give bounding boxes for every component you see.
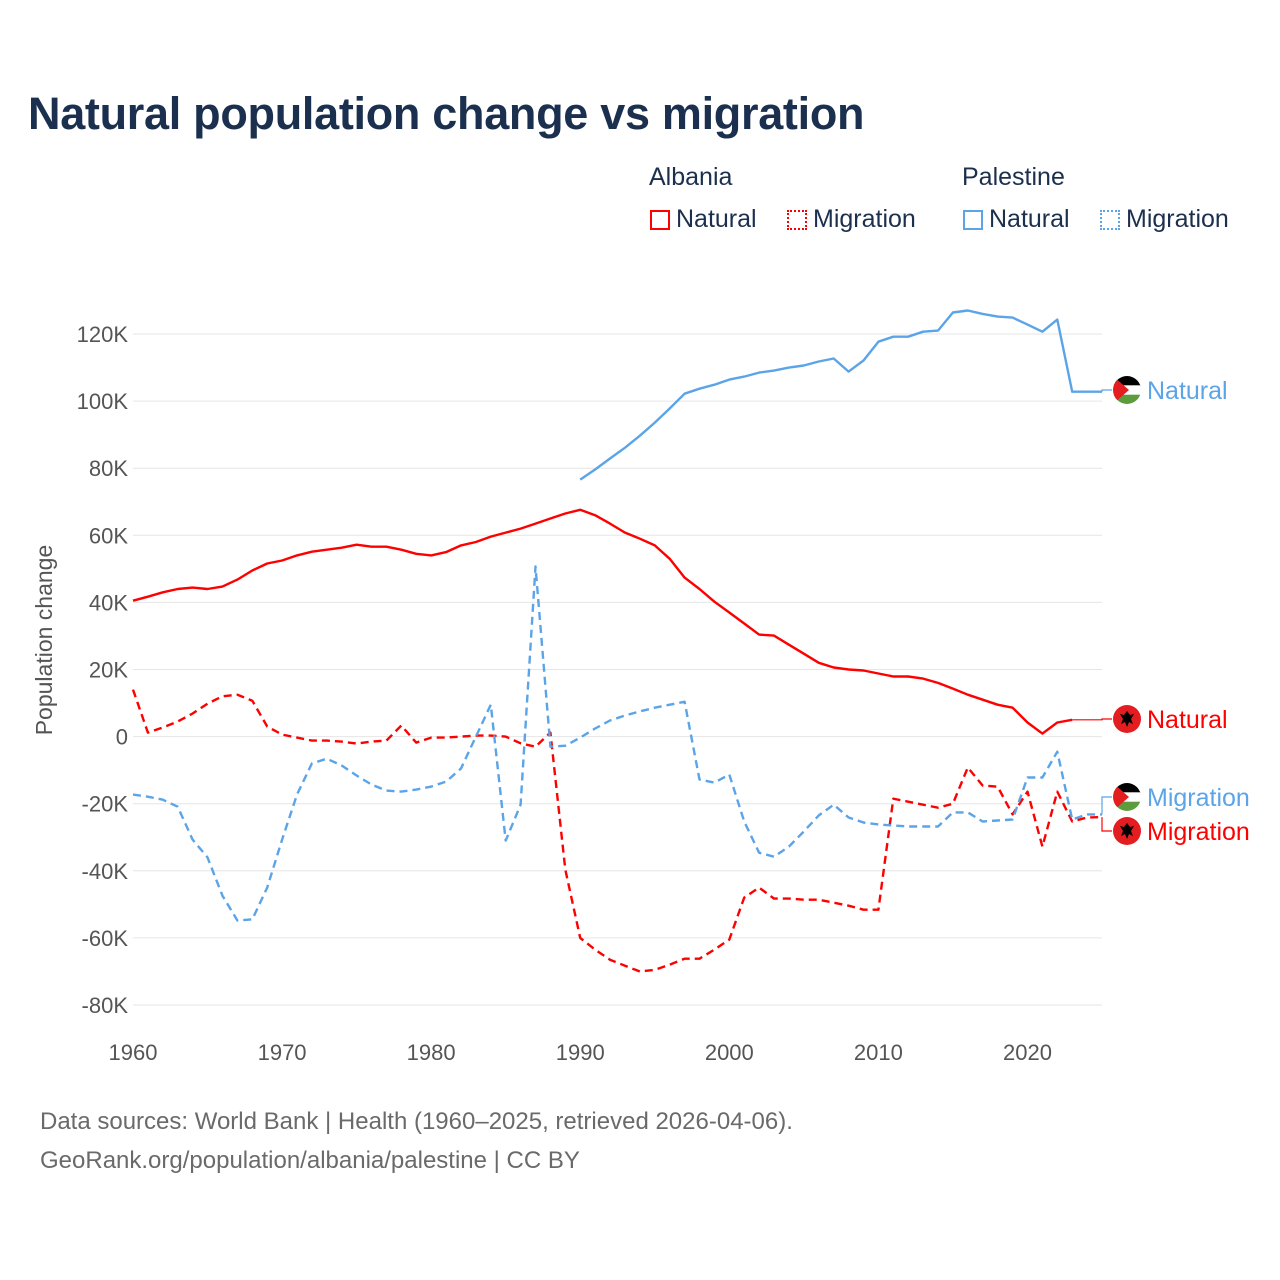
legend-albania-migration[interactable]: Migration [787, 205, 916, 234]
legend-palestine-migration[interactable]: Migration [1100, 205, 1229, 234]
legend-swatch-solid-red [650, 209, 670, 230]
legend-label: Migration [1126, 205, 1229, 233]
series-line-albania-migration[interactable] [131, 689, 1103, 973]
x-tick-label: 2000 [705, 1040, 754, 1065]
legend-swatch-dotted-blue [1100, 209, 1120, 230]
end-label: Natural [1147, 706, 1228, 734]
end-label: Migration [1147, 784, 1250, 812]
y-tick-label: 40K [89, 590, 128, 615]
y-tick-label: -80K [82, 993, 129, 1018]
palestine-flag-icon [1113, 783, 1141, 812]
series-line-palestine-migration[interactable] [132, 565, 1102, 922]
x-tick-label: 2010 [854, 1040, 903, 1065]
legend-albania-natural[interactable]: Natural [650, 205, 757, 234]
chart-title: Natural population change vs migration [28, 88, 865, 139]
x-tick-label: 1990 [556, 1040, 605, 1065]
legend-group-albania: Albania [649, 163, 733, 191]
x-tick-label: 1960 [109, 1040, 158, 1065]
end-label: Migration [1147, 818, 1250, 846]
legend-label: Migration [813, 205, 916, 233]
y-tick-label: 0 [116, 725, 128, 750]
albania-flag-icon [1113, 817, 1141, 845]
palestine-flag-icon [1113, 376, 1141, 405]
footer-sources: Data sources: World Bank | Health (1960–… [40, 1108, 793, 1135]
y-tick-label: 120K [77, 322, 129, 347]
legend-label: Natural [676, 205, 757, 233]
series-line-palestine-natural[interactable] [579, 309, 1102, 481]
legend-group-palestine: Palestine [962, 163, 1065, 191]
y-tick-label: 20K [89, 658, 128, 683]
x-tick-label: 1970 [258, 1040, 307, 1065]
x-tick-label: 2020 [1003, 1040, 1052, 1065]
albania-flag-icon [1113, 705, 1141, 733]
line-chart: Population change 120K 100K 80K 60K 40K 20K 0 -… [31, 309, 1250, 1065]
legend-swatch-dotted-red [787, 209, 807, 230]
y-axis-label: Population change [31, 545, 57, 736]
y-tick-label: -60K [82, 926, 129, 951]
label-connector [1072, 718, 1112, 721]
legend-swatch-solid-blue [963, 209, 983, 230]
label-connector [1101, 817, 1112, 832]
label-connector [1101, 389, 1112, 392]
legend-label: Natural [989, 205, 1070, 233]
footer-attribution: GeoRank.org/population/albania/palestine… [40, 1147, 580, 1174]
y-tick-label: -40K [82, 859, 129, 884]
x-tick-label: 1980 [407, 1040, 456, 1065]
legend-palestine-natural[interactable]: Natural [963, 205, 1070, 234]
y-tick-label: -20K [82, 792, 129, 817]
series-line-albania-natural[interactable] [132, 508, 1073, 735]
label-connector [1101, 796, 1112, 815]
y-tick-label: 60K [89, 523, 128, 548]
end-label: Natural [1147, 377, 1228, 405]
y-tick-label: 100K [77, 389, 129, 414]
y-tick-label: 80K [89, 456, 128, 481]
